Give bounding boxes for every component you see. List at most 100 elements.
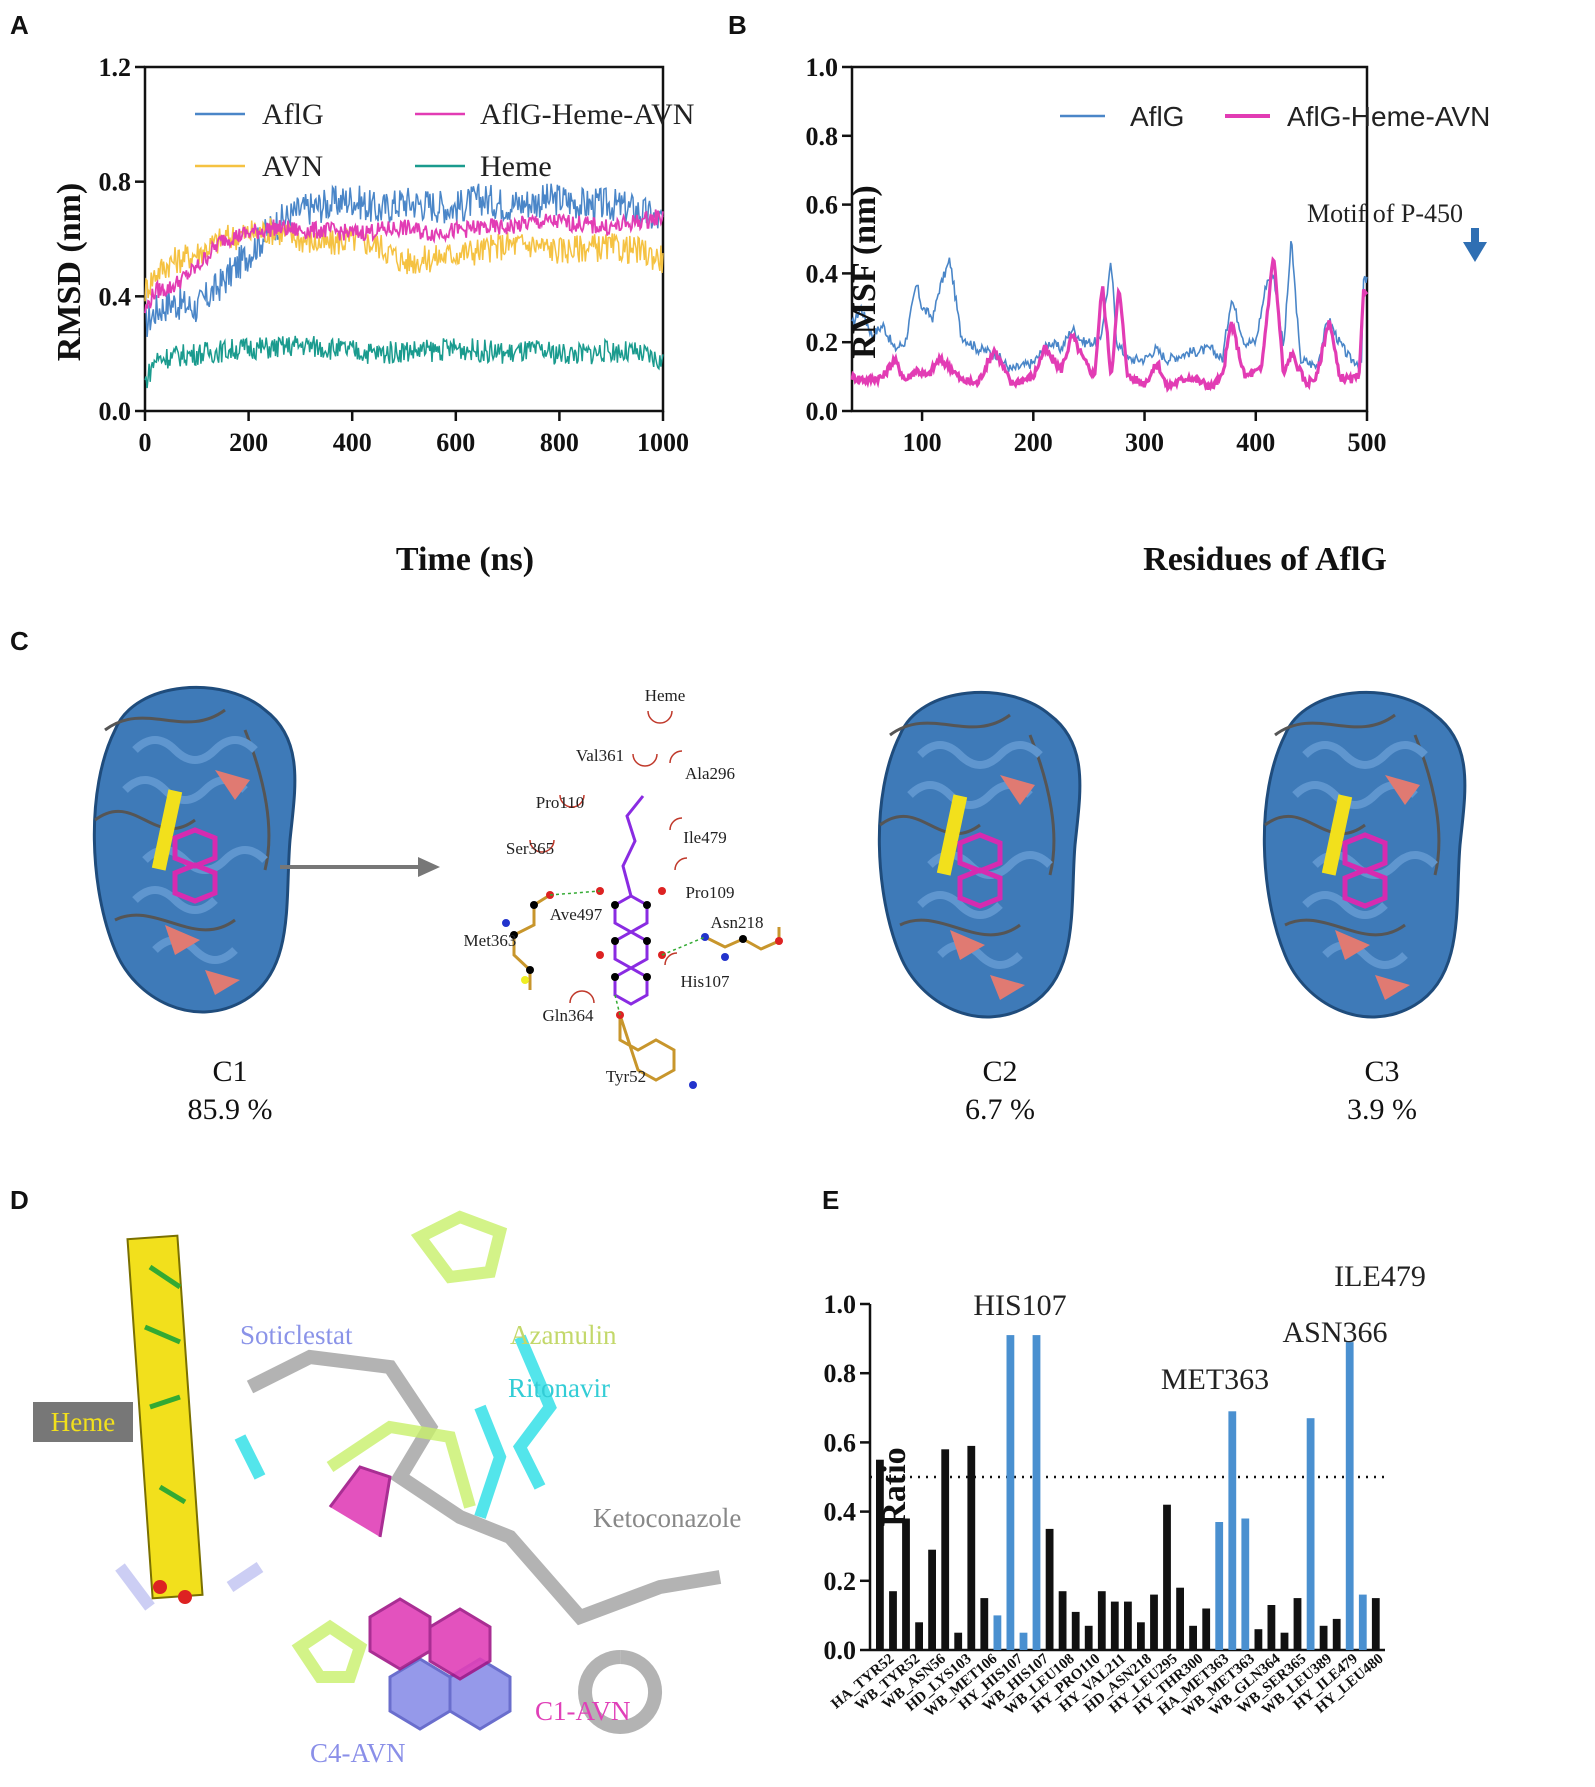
y-tick-label: 1.2: [99, 53, 132, 82]
bar: [1006, 1335, 1015, 1650]
bar: [902, 1518, 910, 1650]
y-tick-label: 1.0: [824, 1290, 857, 1319]
bar: [1267, 1605, 1276, 1650]
bar: [1163, 1504, 1171, 1650]
legend-label-aflg-heme-avn: AflG-Heme-AVN: [480, 98, 694, 131]
x-tick-label: 800: [540, 428, 579, 457]
y-tick-label: 0.4: [806, 259, 839, 288]
bar: [941, 1449, 950, 1650]
x-tick-label: 200: [1014, 428, 1053, 457]
panel-c-structures: Heme Val361 Ala296 Pro110 Ile479 Ser365 …: [0, 655, 1595, 1089]
ligplot-label-tyr52: Tyr52: [606, 1067, 646, 1086]
y-tick-label: 0.2: [806, 328, 839, 357]
x-tick-label: 0: [139, 428, 152, 457]
bar: [1058, 1591, 1067, 1650]
ligplot-label-val361: Val361: [576, 746, 624, 765]
bar: [1032, 1335, 1041, 1650]
protein-structure-c3: [1264, 692, 1465, 1017]
ligplot-label-gln364: Gln364: [543, 1006, 595, 1025]
ligplot-label-his107: His107: [680, 972, 730, 991]
chart-e-ratio: 0.00.20.40.60.81.0HA_TYR52WB_TYR52WB_ASN…: [824, 1260, 1426, 1720]
y-tick-label: 0.6: [824, 1428, 857, 1457]
plot-frame: [143, 65, 665, 413]
y-tick-label: 0.8: [806, 122, 839, 151]
x-tick-label: 400: [1236, 428, 1275, 457]
ligplot-label-asn218: Asn218: [711, 913, 764, 932]
bar: [1215, 1522, 1224, 1650]
y-tick-label: 0.0: [824, 1636, 857, 1665]
label-heme: Heme: [51, 1407, 115, 1437]
bar: [1306, 1418, 1315, 1650]
motif-arrow: [1463, 228, 1487, 262]
bar: [954, 1632, 963, 1650]
y-tick-label: 0.2: [824, 1567, 857, 1596]
bar: [1097, 1591, 1106, 1650]
molecule-azamulin: [291, 1210, 508, 1683]
bar: [876, 1459, 884, 1650]
y-tick-label: 0.4: [824, 1498, 857, 1527]
legend-label-b-aflg-heme-avn: AflG-Heme-AVN: [1287, 101, 1490, 132]
panel-letter-e: E: [822, 1185, 840, 1215]
bar: [1319, 1625, 1328, 1650]
label-ritonavir: Ritonavir: [508, 1373, 610, 1403]
panel-letter-d: D: [10, 1185, 29, 1215]
panel-letter-b: B: [728, 10, 747, 40]
ligplot-label-pro110: Pro110: [536, 793, 585, 812]
y-tick-label: 0.0: [806, 397, 839, 426]
ligplot-label-heme: Heme: [645, 686, 686, 705]
bar: [1084, 1625, 1093, 1650]
bar: [1019, 1632, 1028, 1650]
y-tick-label: 0.6: [806, 191, 839, 220]
label-ketoconazole: Ketoconazole: [593, 1503, 741, 1533]
series-line-avn: [144, 217, 664, 302]
molecule-heme: [126, 1234, 204, 1604]
y-tick-label: 0.0: [99, 397, 132, 426]
x-tick-label: 1000: [637, 428, 689, 457]
chart-b-rmsf: 0.0 0.2 0.4 0.6 0.8 1.0 100 200 300 400 500 Residu…: [806, 53, 1491, 578]
x-tick-label: 400: [333, 428, 372, 457]
bar: [1358, 1594, 1367, 1650]
protein-structure-c2: [879, 692, 1080, 1017]
x-tick-label: 200: [229, 428, 268, 457]
molecule-ketoconazole: [246, 1349, 722, 1734]
cluster-percent: 6.7 %: [965, 1093, 1035, 1126]
legend-label-avn: AVN: [262, 150, 323, 183]
chart-b-ylabel: RMSF (nm): [846, 185, 883, 358]
bar: [1150, 1594, 1158, 1650]
bar: [1280, 1632, 1289, 1650]
cluster-caption-c1: C1 85.9 %: [120, 1053, 340, 1129]
bar-annotation-met363: MET363: [1161, 1363, 1269, 1396]
y-tick-label: 0.8: [99, 168, 132, 197]
chart-b-xlabel: Residues of AflG: [1143, 541, 1387, 578]
legend-label-aflg: AflG: [262, 98, 324, 131]
bar: [1371, 1598, 1380, 1650]
molecule-c1-avn: [328, 1465, 492, 1681]
bar: [1045, 1528, 1054, 1650]
x-tick-label: 500: [1348, 428, 1387, 457]
label-c4-avn: C4-AVN: [310, 1738, 406, 1768]
bar: [980, 1598, 989, 1650]
series-line-aflg: [144, 183, 664, 337]
bar: [993, 1615, 1002, 1650]
cluster-percent: 3.9 %: [1347, 1093, 1417, 1126]
label-c1-avn: C1-AVN: [535, 1696, 631, 1726]
bar: [1110, 1601, 1119, 1650]
chart-e-ylabel: Ratio: [876, 1447, 913, 1526]
series-line-aflg-heme-avn: [850, 256, 1369, 393]
panel-d-superposition: Heme Soticlestat Azamulin Ritonavir Keto…: [33, 1210, 741, 1768]
cluster-caption-c3: C3 3.9 %: [1272, 1053, 1492, 1129]
protein-structure-c1: [94, 687, 295, 1012]
bar-annotation-asn366: ASN366: [1282, 1316, 1387, 1349]
y-tick-label: 0.4: [99, 282, 132, 311]
arrow-to-ligplot: [280, 857, 440, 877]
bar: [889, 1591, 897, 1650]
y-tick-label: 1.0: [806, 53, 839, 82]
cluster-name: C1: [212, 1055, 248, 1088]
bar-annotation-ile479: ILE479: [1334, 1260, 1426, 1293]
series-line-heme: [144, 335, 664, 389]
bar: [1124, 1601, 1132, 1650]
legend-label-b-aflg: AflG: [1130, 101, 1184, 132]
plot-frame: [850, 65, 1369, 413]
bar: [1176, 1587, 1184, 1650]
bar: [1254, 1629, 1263, 1650]
